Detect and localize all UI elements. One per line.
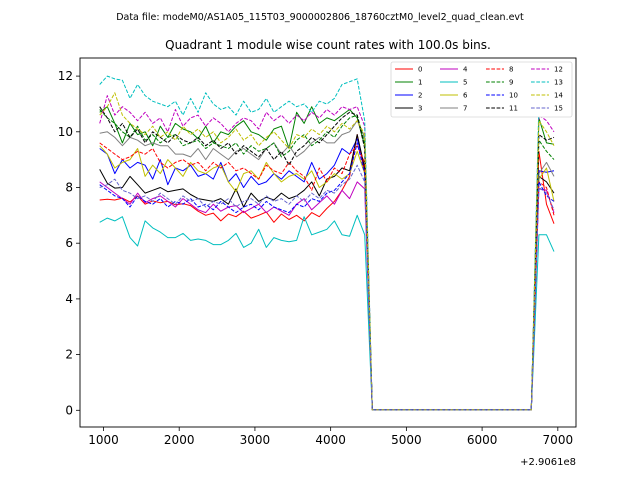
- y-axis: 0 2 4 6 8 10 12: [58, 69, 80, 417]
- legend-label-0: 0: [418, 66, 422, 74]
- y-tick-label: 2: [65, 348, 73, 362]
- series-line-7: [99, 120, 555, 411]
- series-line-6: [99, 145, 555, 411]
- series-line-3: [99, 134, 555, 411]
- legend-label-6: 6: [463, 92, 468, 100]
- legend-label-8: 8: [509, 66, 513, 74]
- series-line-15: [99, 164, 555, 411]
- y-tick-label: 8: [65, 180, 73, 194]
- x-tick-label: 6000: [467, 433, 498, 447]
- x-tick-label: 1000: [88, 433, 119, 447]
- legend-label-11: 11: [509, 105, 518, 113]
- x-tick-label: 7000: [543, 433, 574, 447]
- chart-title: Quadrant 1 module wise count rates with …: [165, 38, 491, 52]
- plot-area: [79, 57, 577, 428]
- legend-box: [390, 61, 573, 118]
- series-line-1: [99, 106, 555, 411]
- legend-label-10: 10: [509, 92, 518, 100]
- series-line-10: [99, 142, 555, 411]
- legend-label-9: 9: [509, 79, 513, 87]
- x-axis: 1000 2000 3000 4000 5000 6000 7000: [88, 427, 573, 447]
- series-line-14: [99, 92, 555, 411]
- y-tick-label: 6: [65, 236, 73, 250]
- y-tick-label: 10: [58, 125, 73, 139]
- x-tick-label: 3000: [240, 433, 271, 447]
- axes-frame: [79, 57, 577, 428]
- legend-label-4: 4: [463, 66, 468, 74]
- legend-label-13: 13: [554, 79, 563, 87]
- x-tick-label: 5000: [391, 433, 422, 447]
- series-layer: [99, 75, 555, 411]
- legend-label-1: 1: [418, 79, 422, 87]
- legend-label-12: 12: [554, 66, 563, 74]
- series-line-0: [99, 134, 555, 411]
- legend-label-3: 3: [418, 105, 422, 113]
- legend-label-7: 7: [463, 105, 467, 113]
- legend-label-5: 5: [463, 79, 467, 87]
- y-tick-label: 0: [65, 403, 73, 417]
- legend-label-2: 2: [418, 92, 422, 100]
- series-line-8: [99, 142, 555, 411]
- legend-label-14: 14: [554, 92, 563, 100]
- x-offset-label: +2.9061e8: [520, 457, 576, 468]
- x-tick-label: 2000: [164, 433, 195, 447]
- series-line-5: [99, 214, 555, 411]
- x-tick-label: 4000: [315, 433, 346, 447]
- legend-label-15: 15: [554, 105, 563, 113]
- series-line-9: [99, 109, 555, 411]
- series-line-4: [99, 181, 555, 411]
- data-file-suptitle: Data file: modeM0/AS1A05_115T03_90000028…: [116, 12, 524, 23]
- y-tick-label: 12: [58, 69, 73, 83]
- y-tick-label: 4: [65, 292, 73, 306]
- series-line-11: [99, 106, 555, 411]
